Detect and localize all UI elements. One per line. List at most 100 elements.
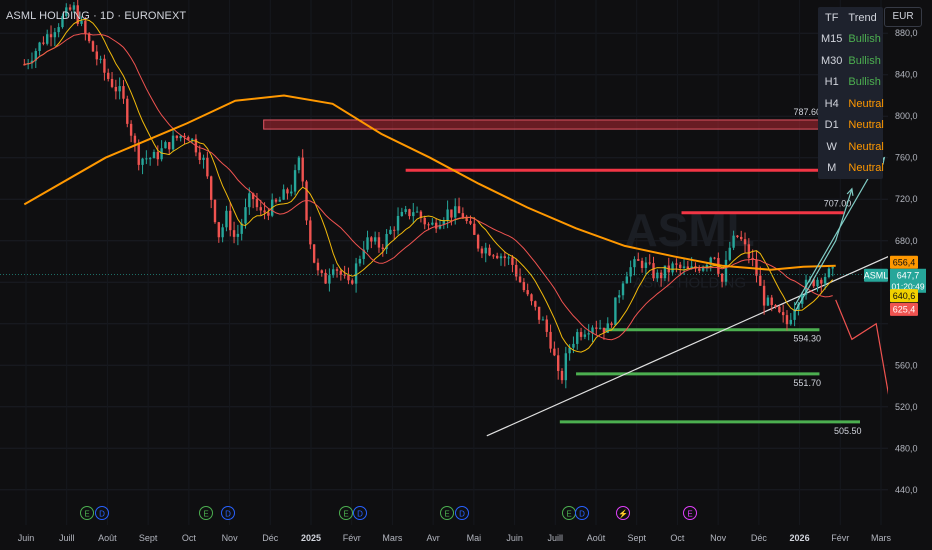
candle-body [110,78,114,87]
candle-body [568,347,571,354]
trend-value: Neutral [848,162,884,175]
x-tick-label: Juin [506,533,523,543]
candle-body [316,262,320,271]
candle-body [793,309,796,320]
x-tick-label: Juin [18,533,35,543]
candle-body [324,272,327,284]
candle-body [263,210,266,213]
candle-body [774,304,777,307]
candle-body [576,332,579,344]
candle-body [168,142,171,150]
candle-body [23,64,26,66]
candle-body [30,60,34,64]
candle-body [175,135,179,139]
candle-body [495,255,499,259]
x-tick-label: Mai [467,533,482,543]
trend-row: M15 Bullish [818,29,887,51]
candle-body [381,247,384,250]
x-tick-label: Juill [59,533,75,543]
candle-body [377,237,381,248]
candle-body [328,275,331,284]
trend-tf: W [826,140,837,153]
candle-body [38,42,41,52]
candle-body [831,267,834,269]
event-marker [199,506,213,520]
candle-body [553,348,556,356]
candle-body [255,199,259,208]
trend-row: H4 Neutral [818,93,887,115]
candle-body [427,224,430,226]
candle-body [103,58,106,73]
event-marker-letter: D [579,510,585,519]
candle-body [755,259,758,276]
candle-body [621,283,625,296]
candle-body [751,257,754,260]
candle-body [659,272,663,279]
candle-body [556,355,560,371]
candle-body [259,207,262,211]
candle-body [366,237,369,250]
candle-body [198,152,201,160]
candle-body [457,206,461,214]
y-tick-label: 520,0 [895,402,918,412]
candle-body [126,98,129,124]
candle-body [34,51,37,61]
candle-body [701,267,705,271]
trend-value: Neutral [848,97,884,110]
candle-body [133,135,137,143]
trend-row: D1 Neutral [818,115,887,137]
x-tick-label: Sept [139,533,158,543]
candle-body [537,306,541,320]
candle-body [690,266,693,269]
candle-body [190,138,194,140]
candle-body [393,229,396,231]
event-marker [95,506,109,520]
currency-button[interactable]: EUR [884,7,922,27]
x-tick-label: Août [587,533,606,543]
candle-body [476,234,480,249]
candle-body [213,199,217,223]
bull-projection-head [846,187,854,196]
candle-body [419,211,423,218]
event-marker [683,506,697,520]
resistance-zone [263,119,861,130]
candle-body [84,20,87,34]
candle-body [438,224,442,229]
candle-body [770,297,773,305]
candle-body [530,294,533,302]
trend-row: H1 Bullish [818,72,887,94]
x-tick-label: Oct [182,533,197,543]
candle-body [549,331,552,349]
x-tick-label: Avr [426,533,439,543]
watermark-name: ASML HOLDING [633,274,746,291]
event-marker-letter: E [343,510,348,519]
symbol-title: ASML HOLDING · 1D · EURONEXT [6,10,187,22]
candle-body [46,34,49,44]
candle-body [114,86,118,92]
level-label: 594.30 [793,334,821,344]
candle-body [206,157,209,177]
bear-projection [835,299,894,418]
y-tick-label: 480,0 [895,443,918,453]
trend-value: Bullish [848,76,881,89]
x-tick-label: Févr [343,533,361,543]
ma-short-yellow [24,18,834,353]
candle-body [160,148,163,160]
candle-body [49,34,53,38]
event-marker [353,506,367,520]
candle-body [339,270,343,275]
candle-body [129,123,133,136]
event-marker [221,506,235,520]
candle-body [332,269,335,276]
candle-body [610,323,613,326]
event-marker [80,506,94,520]
candle-body [534,301,537,307]
candle-body [145,158,148,160]
event-marker-letter: D [225,510,231,519]
candle-body [362,249,365,259]
candle-body [309,220,312,245]
candle-body [351,280,354,284]
candle-body [625,276,629,284]
candle-body [679,264,682,268]
